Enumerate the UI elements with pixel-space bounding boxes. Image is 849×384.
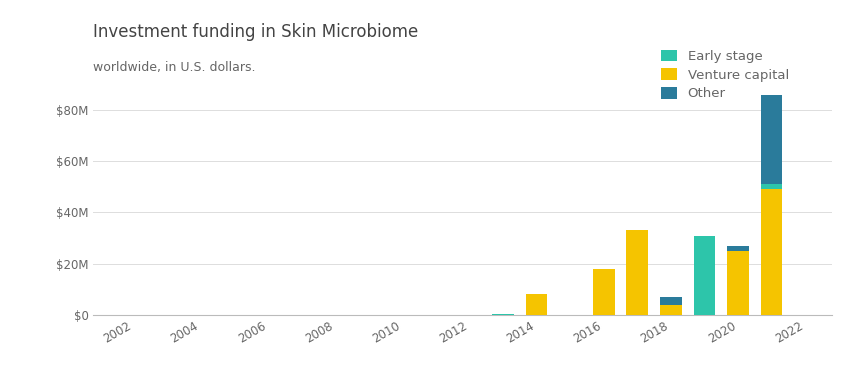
Bar	[660, 305, 682, 315]
Bar	[526, 295, 548, 315]
Bar	[761, 95, 783, 184]
Text: Investment funding in Skin Microbiome: Investment funding in Skin Microbiome	[93, 23, 419, 41]
Bar	[593, 269, 615, 315]
Bar	[727, 251, 749, 315]
Bar	[627, 230, 648, 315]
Bar	[660, 297, 682, 305]
Bar	[761, 189, 783, 315]
Text: worldwide, in U.S. dollars.: worldwide, in U.S. dollars.	[93, 61, 256, 74]
Legend: Early stage, Venture capital, Other: Early stage, Venture capital, Other	[661, 50, 789, 101]
Bar	[492, 314, 514, 315]
Bar	[761, 184, 783, 189]
Bar	[727, 246, 749, 251]
Bar	[694, 235, 716, 315]
